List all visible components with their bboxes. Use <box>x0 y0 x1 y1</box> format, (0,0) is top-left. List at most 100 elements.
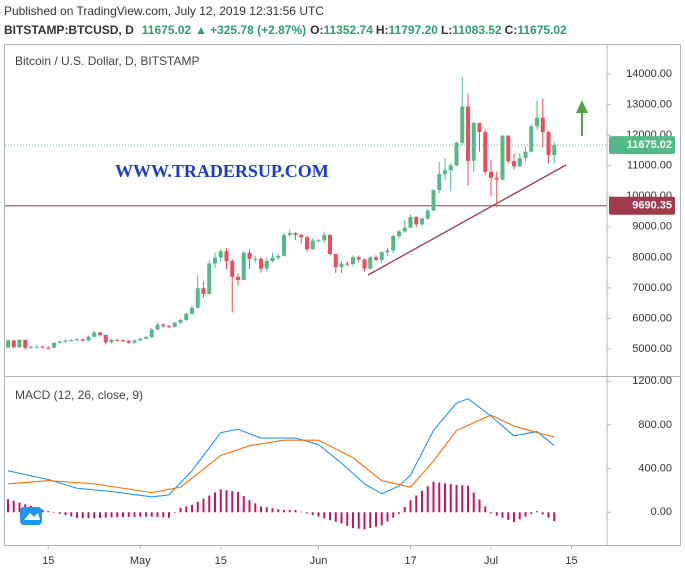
histogram-bar <box>449 484 452 513</box>
y-tick-label: 6000.00 <box>632 312 672 324</box>
candle-body <box>213 257 217 264</box>
histogram-bar <box>415 495 418 513</box>
symbol: BITSTAMP:BTCUSD, D <box>4 23 134 37</box>
candle-body <box>282 235 286 256</box>
plot: 5000.006000.007000.008000.009000.0010000… <box>5 68 675 567</box>
histogram-bar <box>329 512 331 521</box>
histogram-bar <box>340 512 343 524</box>
histogram-bar <box>150 512 153 517</box>
candle-body <box>172 322 177 327</box>
histogram-bar <box>133 512 136 517</box>
candle-body <box>167 326 171 328</box>
candle-body <box>414 217 419 225</box>
candle-body <box>546 132 551 155</box>
histogram-bar <box>93 512 96 519</box>
histogram-bar <box>53 512 55 513</box>
candle-body <box>512 161 516 167</box>
y-tick-label: 14000.00 <box>626 68 672 80</box>
candle-body <box>540 117 545 133</box>
histogram-bar <box>444 483 446 513</box>
candle-body <box>494 177 499 180</box>
macd-line <box>7 414 555 494</box>
histogram-bar <box>122 512 124 518</box>
candle-body <box>425 210 430 219</box>
candle-body <box>23 339 28 348</box>
histogram-bar <box>260 506 262 513</box>
y-tick-label: 13000.00 <box>626 98 672 110</box>
histogram-bar <box>403 507 406 513</box>
candle-body <box>86 336 91 341</box>
histogram-bar <box>162 512 165 518</box>
candle-body <box>356 257 361 260</box>
macd-title: MACD (12, 26, close, 9) <box>15 388 143 402</box>
candle-body <box>264 261 269 269</box>
histogram-bar <box>507 512 510 520</box>
histogram-bar <box>168 512 170 518</box>
candle-body <box>276 255 281 258</box>
histogram-bar <box>369 512 372 528</box>
candle-body <box>310 240 315 250</box>
candle-body <box>345 263 350 265</box>
histogram-bar <box>530 512 533 514</box>
candle-body <box>207 263 212 295</box>
low: 11083.52 <box>452 23 502 37</box>
candle-body <box>477 122 482 133</box>
candle-body <box>17 339 22 348</box>
candle-body <box>230 261 235 277</box>
candle-body <box>328 235 332 254</box>
candle-body <box>500 135 505 180</box>
histogram-bar <box>357 512 360 529</box>
histogram-bar <box>455 484 458 513</box>
histogram-bar <box>139 512 142 517</box>
histogram-bar <box>12 500 15 513</box>
y-tick-label: 5000.00 <box>632 343 672 355</box>
logo-icon <box>24 513 40 520</box>
candle-body <box>483 132 488 172</box>
histogram-bar <box>99 512 101 518</box>
candle-body <box>149 329 154 338</box>
histogram-bar <box>300 511 303 513</box>
candle-body <box>529 126 534 152</box>
histogram-bar <box>541 512 544 515</box>
histogram-bar <box>70 512 73 517</box>
x-tick-label: 15 <box>42 555 54 567</box>
histogram-bar <box>317 512 320 517</box>
histogram-bar <box>208 495 211 513</box>
watermark: WWW.TRADERSUP.COM <box>115 161 329 181</box>
y-tick-label: 7000.00 <box>632 282 672 294</box>
histogram-bar <box>478 499 481 513</box>
histogram-bar <box>547 512 550 518</box>
candle-body <box>195 288 200 308</box>
histogram-bar <box>58 512 61 514</box>
histogram-bar <box>237 491 239 513</box>
candle-body <box>299 234 304 238</box>
candle-body <box>351 257 355 265</box>
candle-body <box>316 240 321 242</box>
candle-body <box>109 339 114 343</box>
histogram-bar <box>248 500 251 513</box>
open: 11352.74 <box>323 23 373 37</box>
y-tick-label: 0.00 <box>651 506 672 518</box>
close: 11675.02 <box>517 23 567 37</box>
histogram-bar <box>495 512 498 516</box>
histogram-bar <box>283 510 285 513</box>
candle-body <box>80 339 85 341</box>
candle-body <box>144 337 148 339</box>
histogram-bar <box>202 498 205 513</box>
x-tick-label: May <box>130 555 151 567</box>
y-tick-label: 400.00 <box>638 463 672 475</box>
y-tick-label: 9000.00 <box>632 221 672 233</box>
frame <box>4 44 681 546</box>
last: 11675.02 <box>142 23 192 37</box>
histogram-bar <box>116 512 119 518</box>
candle-body <box>224 251 229 262</box>
histogram-bar <box>185 506 188 513</box>
candle-body <box>368 257 373 269</box>
candle-body <box>138 338 143 341</box>
candle-body <box>333 254 338 268</box>
histogram-bar <box>288 510 291 513</box>
histogram-bar <box>311 512 314 515</box>
high: 11797.20 <box>389 23 439 37</box>
histogram-bar <box>409 500 412 513</box>
histogram-bar <box>346 512 349 526</box>
